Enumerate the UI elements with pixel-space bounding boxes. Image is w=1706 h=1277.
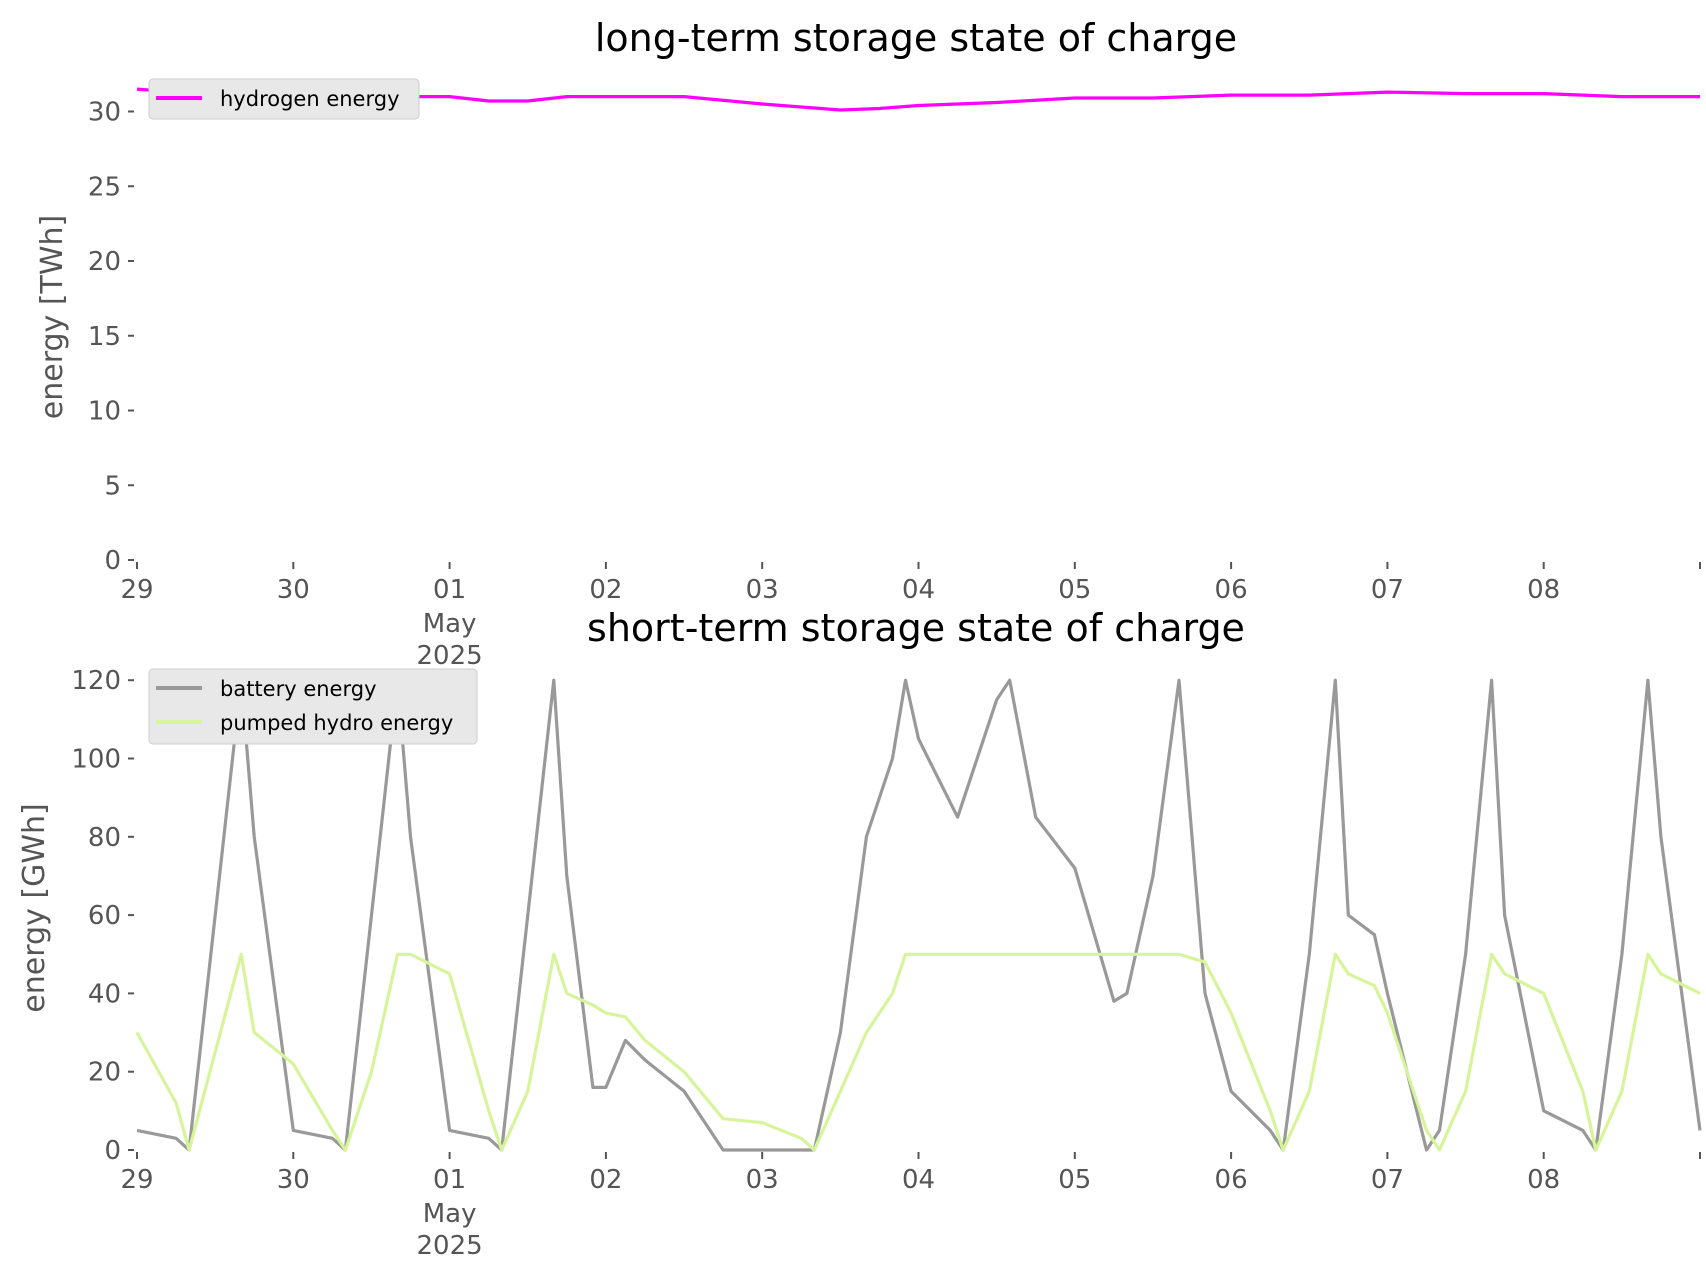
long-term-x-offset-label: May	[423, 609, 477, 639]
long-term-panel: long-term storage state of charge energy…	[35, 16, 1701, 671]
legend-label-pumped-hydro-energy: pumped hydro energy	[220, 711, 453, 735]
short-term-y-tick-label: 100	[71, 745, 121, 775]
long-term-y-axis-label: energy [TWh]	[35, 215, 70, 419]
legend-label-hydrogen-energy: hydrogen energy	[220, 87, 400, 111]
long-term-legend: hydrogen energy	[148, 78, 420, 120]
long-term-x-tick-label: 05	[1058, 575, 1091, 605]
short-term-x-tick-label: 04	[902, 1165, 935, 1195]
long-term-y-tick-label: 30	[88, 98, 121, 128]
long-term-y-tick-label: 25	[88, 172, 121, 202]
short-term-panel: short-term storage state of charge energ…	[17, 606, 1702, 1261]
short-term-x-tick-label: 05	[1058, 1165, 1091, 1195]
series-line-battery-energy	[136, 678, 1702, 1152]
long-term-x-tick-label: 03	[746, 575, 779, 605]
long-term-y-tick-label: 10	[88, 397, 121, 427]
short-term-y-tick-label: 60	[88, 901, 121, 931]
long-term-x-tick-label: 04	[902, 575, 935, 605]
short-term-chart-title: short-term storage state of charge	[587, 606, 1245, 650]
short-term-y-tick-label: 40	[88, 979, 121, 1009]
long-term-x-offset-label: 2025	[417, 641, 483, 671]
short-term-x-offset-label: May	[423, 1199, 477, 1229]
short-term-x-tick-label: 08	[1527, 1165, 1560, 1195]
long-term-legend-box	[148, 78, 420, 120]
long-term-x-tick-label: 30	[277, 575, 310, 605]
long-term-lines	[136, 87, 1700, 112]
long-term-x-tick-label: 08	[1527, 575, 1560, 605]
short-term-x-offset-label: 2025	[417, 1231, 483, 1261]
long-term-y-tick-label: 5	[104, 471, 121, 501]
long-term-x-tick-label: 01	[433, 575, 466, 605]
short-term-x-tick-label: 06	[1215, 1165, 1248, 1195]
long-term-y-tick-label: 15	[88, 322, 121, 352]
short-term-y-axis-label: energy [GWh]	[17, 803, 52, 1012]
long-term-y-tick-label: 20	[88, 247, 121, 277]
short-term-legend-box	[148, 668, 478, 745]
short-term-x-tick-label: 02	[589, 1165, 622, 1195]
long-term-chart-title: long-term storage state of charge	[595, 16, 1237, 60]
short-term-x-tick-label: 01	[433, 1165, 466, 1195]
long-term-x-tick-label: 06	[1215, 575, 1248, 605]
series-line-hydrogen-energy	[136, 87, 1700, 112]
short-term-y-tick-label: 0	[104, 1136, 121, 1166]
short-term-x-tick-label: 03	[746, 1165, 779, 1195]
short-term-x-tick-label: 07	[1371, 1165, 1404, 1195]
long-term-x-tick-label: 02	[589, 575, 622, 605]
long-term-y-ticks: 0 5 10 15 20 25 30	[88, 98, 134, 576]
short-term-x-tick-label: 30	[277, 1165, 310, 1195]
short-term-lines	[135, 678, 1702, 1152]
short-term-y-tick-label: 120	[71, 666, 121, 696]
short-term-y-ticks: 0 20 40 60 80 100 120	[71, 666, 134, 1166]
legend-label-battery-energy: battery energy	[220, 677, 377, 701]
long-term-x-tick-label: 07	[1371, 575, 1404, 605]
long-term-x-tick-label: 29	[120, 575, 153, 605]
short-term-x-tick-label: 29	[120, 1165, 153, 1195]
short-term-legend: battery energy pumped hydro energy	[148, 668, 478, 745]
short-term-y-tick-label: 80	[88, 823, 121, 853]
long-term-y-tick-label: 0	[104, 546, 121, 576]
short-term-y-tick-label: 20	[88, 1058, 121, 1088]
series-line-pumped-hydro-energy	[135, 952, 1701, 1152]
